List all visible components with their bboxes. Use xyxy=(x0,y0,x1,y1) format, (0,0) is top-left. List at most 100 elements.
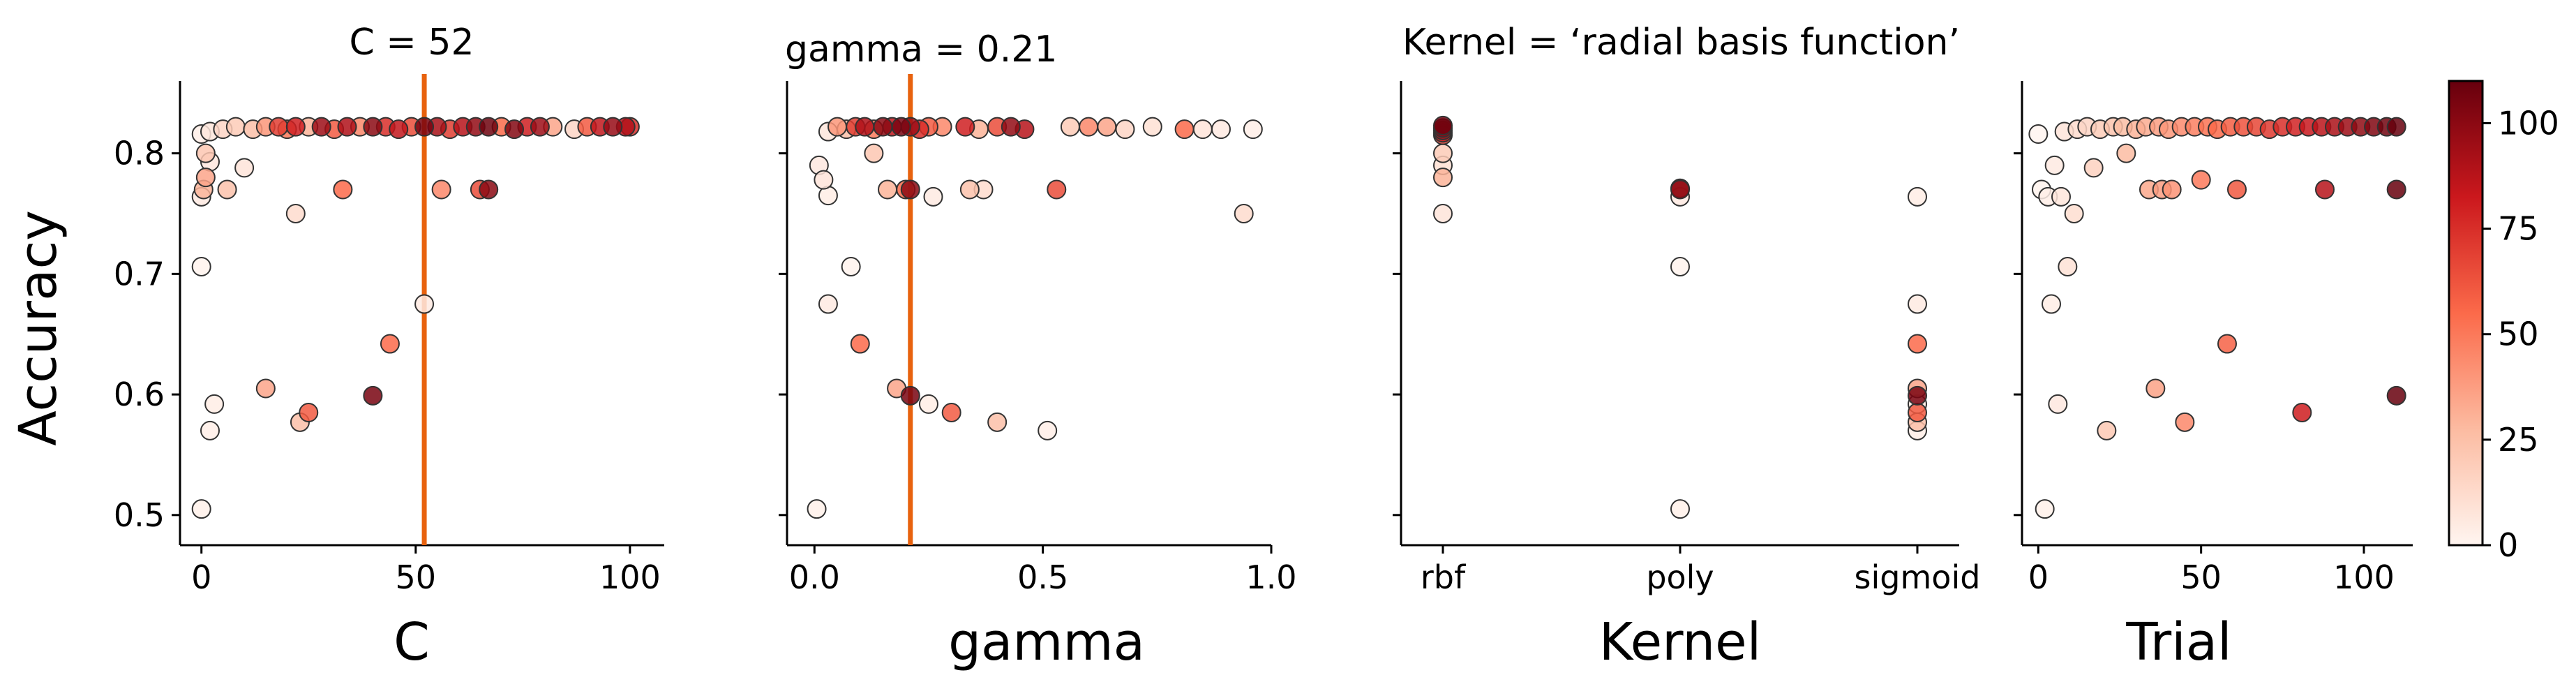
data-point xyxy=(2048,394,2068,414)
data-point xyxy=(269,117,289,137)
data-point xyxy=(1001,117,1021,137)
x-axis-label-kernel: Kernel xyxy=(1599,612,1761,672)
data-point xyxy=(1174,119,1195,140)
data-point xyxy=(2191,170,2211,190)
data-point xyxy=(2162,179,2182,200)
data-point xyxy=(2315,179,2335,200)
data-point xyxy=(479,179,499,200)
data-point xyxy=(1211,119,1231,140)
data-point xyxy=(818,294,838,314)
data-point xyxy=(841,257,861,276)
data-point xyxy=(1192,119,1213,140)
data-point xyxy=(1060,117,1080,137)
data-point xyxy=(363,385,383,406)
data-point xyxy=(2386,385,2406,406)
data-point xyxy=(2035,499,2055,519)
y-tick-label: 0.6 xyxy=(114,376,165,413)
data-point xyxy=(1047,179,1067,200)
data-point xyxy=(1433,143,1453,163)
data-point xyxy=(1433,204,1453,223)
panel-gamma: 0.0 0.5 1.0 xyxy=(779,74,1297,596)
x-tick-label: 50 xyxy=(396,558,437,596)
data-point xyxy=(1142,117,1162,137)
data-point xyxy=(2116,143,2136,163)
data-point xyxy=(828,117,848,137)
x-tick-label: 1.0 xyxy=(1245,558,1296,596)
y-tick-label: 0.8 xyxy=(114,135,165,172)
x-axis-label-c: C xyxy=(394,612,430,672)
data-point xyxy=(2386,179,2406,200)
colorbar-tick-label: 100 xyxy=(2498,104,2559,142)
data-point xyxy=(1433,115,1453,135)
data-point xyxy=(2058,257,2078,276)
x-tick-label: 0.5 xyxy=(1017,558,1068,596)
data-point xyxy=(900,179,920,200)
data-point xyxy=(195,143,216,163)
data-point xyxy=(1115,119,1135,140)
y-axis-label: Accuracy xyxy=(8,210,68,446)
data-point xyxy=(2217,334,2237,354)
data-point xyxy=(2064,204,2084,223)
data-point xyxy=(363,117,383,137)
data-point xyxy=(431,179,451,200)
data-point xyxy=(855,117,875,137)
data-point xyxy=(504,119,525,140)
data-point xyxy=(285,204,306,223)
data-point xyxy=(807,499,827,519)
colorbar-gradient xyxy=(2449,81,2483,545)
data-point xyxy=(918,394,938,414)
data-point xyxy=(225,117,246,137)
data-point xyxy=(414,294,435,314)
data-point xyxy=(191,257,211,276)
data-point xyxy=(1670,179,1690,200)
data-point xyxy=(941,403,961,422)
panel-title-gamma: gamma = 0.21 xyxy=(785,29,1057,71)
data-point xyxy=(311,117,331,137)
data-point xyxy=(337,117,357,137)
panel-title-kernel: Kernel = ‘radial basis function’ xyxy=(1402,22,1960,64)
data-point xyxy=(2146,378,2166,399)
x-tick-label: 100 xyxy=(2333,558,2395,596)
x-axis-label-gamma: gamma xyxy=(948,612,1145,672)
data-point xyxy=(1097,117,1117,137)
data-point xyxy=(2097,420,2117,440)
x-tick-label: rbf xyxy=(1421,558,1467,596)
data-point xyxy=(285,117,306,137)
data-point xyxy=(1079,117,1099,137)
data-point xyxy=(959,179,980,200)
colorbar: 0 25 50 75 100 xyxy=(2448,80,2559,564)
data-point xyxy=(195,168,216,188)
x-tick-label: 50 xyxy=(2180,558,2222,596)
data-point xyxy=(955,117,975,137)
data-point xyxy=(380,334,400,354)
data-point xyxy=(873,117,893,137)
data-point xyxy=(923,186,943,207)
data-point xyxy=(2227,179,2247,200)
data-point xyxy=(1670,499,1690,519)
data-point xyxy=(1038,420,1058,440)
data-point xyxy=(603,117,623,137)
data-point xyxy=(2028,124,2049,144)
data-point xyxy=(333,179,353,200)
data-point xyxy=(1908,385,1927,406)
data-point xyxy=(891,117,911,137)
y-tick-label: 0.7 xyxy=(114,255,165,292)
data-point xyxy=(2042,294,2061,314)
colorbar-tick-label: 50 xyxy=(2498,316,2539,353)
data-point xyxy=(2083,158,2104,178)
data-point xyxy=(1234,204,1254,223)
data-point xyxy=(191,499,211,519)
x-tick-label: poly xyxy=(1646,558,1714,596)
y-tick-label: 0.5 xyxy=(114,496,165,534)
data-point xyxy=(389,119,409,140)
data-point xyxy=(1908,186,1927,207)
x-tick-label: 0 xyxy=(2028,558,2049,596)
data-point xyxy=(204,394,225,414)
data-point xyxy=(1908,403,1927,422)
data-point xyxy=(200,420,220,440)
data-point xyxy=(987,412,1008,432)
panel-trial: 0 50 100 xyxy=(2014,81,2413,596)
x-tick-label: sigmoid xyxy=(1855,558,1981,596)
panel-c: 0.5 0.6 0.7 0.8 0 50 100 xyxy=(114,74,664,596)
